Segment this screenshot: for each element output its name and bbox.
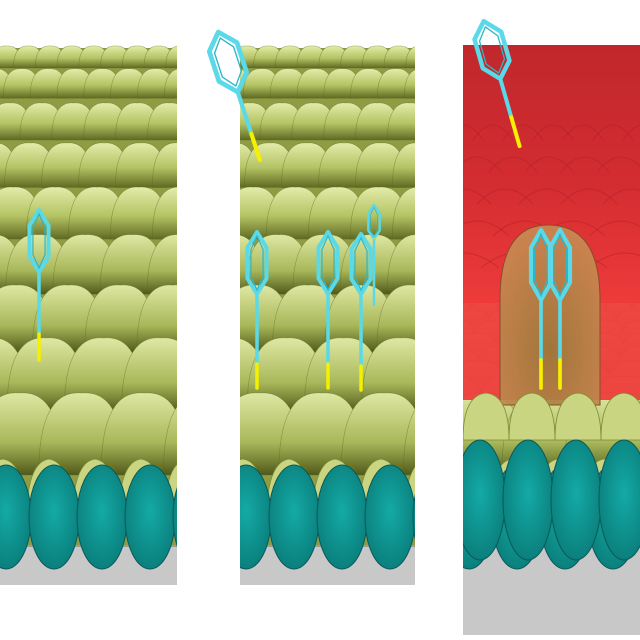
monolayer-dome xyxy=(386,234,415,295)
monolayer-dome xyxy=(100,392,177,476)
phenyl-ring-icon xyxy=(547,227,573,303)
monolayer-dome xyxy=(165,45,177,69)
teal-sphere xyxy=(412,494,415,540)
phenyl-molecule xyxy=(316,230,340,390)
solvent-texture xyxy=(532,124,574,141)
solvent-texture xyxy=(502,124,544,141)
solvent-texture xyxy=(463,188,492,205)
monolayer-dome xyxy=(405,46,415,69)
phenyl-molecule xyxy=(27,208,51,362)
phenyl-ring-inner xyxy=(354,236,368,292)
solvent-texture xyxy=(524,156,574,173)
solvent-texture xyxy=(560,156,610,173)
phenyl-ring-inner xyxy=(370,206,378,238)
solvent-texture xyxy=(488,156,538,173)
phenyl-molecule xyxy=(245,230,269,390)
monolayer-dome xyxy=(147,102,177,141)
panel-solvated-monolayer xyxy=(463,45,640,635)
monolayer-front-band xyxy=(554,392,602,441)
panel-bare-monolayer xyxy=(0,45,177,585)
solvent-texture xyxy=(596,156,640,173)
phenyl-ring-inner xyxy=(553,232,567,298)
panel-dense-monolayer xyxy=(240,45,415,585)
solvent-texture xyxy=(472,124,514,141)
anchor-bond-icon xyxy=(509,115,522,149)
solvent-texture xyxy=(602,188,640,205)
solvent-texture xyxy=(592,124,634,141)
teal-sphere xyxy=(124,464,176,570)
free-phenyl-molecule xyxy=(206,29,262,162)
solvent-texture xyxy=(463,220,510,237)
phenyl-ring-icon xyxy=(27,208,51,274)
monolayer-dome xyxy=(146,234,177,295)
monolayer-dome xyxy=(463,339,464,348)
teal-sphere xyxy=(28,464,80,570)
phenyl-ring-inner xyxy=(32,212,46,270)
teal-sphere xyxy=(240,464,272,570)
solvent-texture xyxy=(562,124,604,141)
cavity-dome xyxy=(500,225,600,405)
anchor-bond-icon xyxy=(249,131,262,162)
teal-sphere xyxy=(463,439,506,561)
teal-sphere xyxy=(172,487,177,547)
monolayer-dome xyxy=(136,284,177,353)
monolayer-dome xyxy=(163,68,177,99)
phenyl-ring-icon xyxy=(367,203,381,241)
monolayer-dome xyxy=(240,340,241,353)
phenyl-ring-inner xyxy=(478,25,506,75)
teal-sphere xyxy=(76,464,128,570)
phenyl-ring-icon xyxy=(316,230,340,296)
solvent-texture xyxy=(476,188,534,205)
phenyl-ring-inner xyxy=(250,234,264,292)
teal-sphere xyxy=(268,464,320,570)
solvent-texture xyxy=(622,125,640,141)
molecule-chain xyxy=(498,76,514,120)
monolayer-dome xyxy=(376,284,415,353)
monolayer-dome xyxy=(240,132,241,141)
phenyl-ring-inner xyxy=(321,234,335,292)
molecule-layer xyxy=(206,18,522,162)
teal-sphere xyxy=(598,439,640,561)
monolayer-dome xyxy=(340,392,415,476)
teal-sphere xyxy=(502,439,554,561)
monolayer-dome xyxy=(403,409,415,476)
monolayer-dome xyxy=(403,69,415,99)
teal-sphere xyxy=(364,464,415,570)
monolayer-dome xyxy=(463,314,464,321)
solvent-texture xyxy=(463,156,502,173)
monolayer-front-band xyxy=(463,392,510,441)
molecule-chain xyxy=(235,89,254,136)
phenyl-ring-icon xyxy=(206,29,250,95)
solvent-texture xyxy=(463,124,484,141)
monolayer-front-band xyxy=(600,392,640,441)
solvent-texture xyxy=(560,188,618,205)
solvent-texture xyxy=(588,252,640,269)
monolayer-dome xyxy=(387,102,415,141)
solvent-texture xyxy=(518,188,576,205)
free-phenyl-molecule xyxy=(472,18,522,149)
teal-sphere xyxy=(316,464,368,570)
phenyl-molecule xyxy=(349,232,373,392)
phenyl-ring-icon xyxy=(245,230,269,296)
solvent-texture xyxy=(588,220,640,237)
teal-sphere xyxy=(550,439,602,561)
monolayer-dome xyxy=(392,142,415,188)
monolayer-dome xyxy=(151,186,177,240)
phenyl-molecule xyxy=(547,227,573,390)
solvent-texture xyxy=(463,252,500,269)
monolayer-dome xyxy=(240,229,241,240)
phenyl-ring-inner xyxy=(213,36,243,88)
phenyl-ring-icon xyxy=(472,18,512,82)
phenyl-ring-icon xyxy=(349,232,373,296)
monolayer-dome xyxy=(152,142,177,188)
monolayer-dome xyxy=(391,186,415,240)
cavity-outline xyxy=(499,224,601,406)
monolayer-dome xyxy=(163,406,177,476)
phenyl-ring-inner xyxy=(534,232,548,298)
monolayer-front-band xyxy=(508,392,556,441)
